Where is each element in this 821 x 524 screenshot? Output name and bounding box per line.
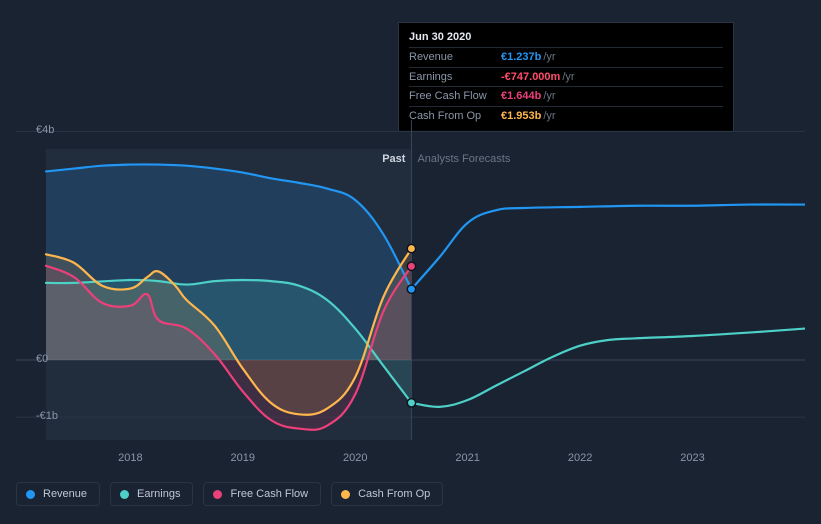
tooltip-row: Free Cash Flow €1.644b /yr — [409, 86, 723, 106]
y-axis-label: €4b — [36, 124, 54, 136]
legend-dot-icon — [341, 490, 350, 499]
legend-item-fcf[interactable]: Free Cash Flow — [203, 482, 321, 506]
legend-dot-icon — [120, 490, 129, 499]
x-axis-label: 2020 — [343, 452, 367, 464]
tooltip-date: Jun 30 2020 — [409, 29, 723, 47]
y-axis-label: €0 — [36, 353, 48, 365]
legend-label: Cash From Op — [358, 488, 430, 500]
x-axis-label: 2018 — [118, 452, 142, 464]
tooltip-row-label: Earnings — [409, 69, 501, 86]
financials-chart: Past Analysts Forecasts €4b€0-€1b2018201… — [16, 120, 805, 450]
tooltip-row-label: Revenue — [409, 49, 501, 66]
legend-label: Revenue — [43, 488, 87, 500]
x-axis-label: 2022 — [568, 452, 592, 464]
tooltip-row-value: €1.237b — [501, 49, 541, 66]
tooltip-row-value: -€747.000m — [501, 69, 560, 86]
tooltip-row-unit: /yr — [562, 69, 574, 86]
y-axis-label: -€1b — [36, 410, 58, 422]
tooltip-row-unit: /yr — [543, 88, 555, 105]
tooltip-row: Revenue €1.237b /yr — [409, 47, 723, 67]
x-axis-label: 2021 — [455, 452, 479, 464]
chart-tooltip: Jun 30 2020 Revenue €1.237b /yr Earnings… — [398, 22, 734, 132]
legend-dot-icon — [213, 490, 222, 499]
chart-legend: Revenue Earnings Free Cash Flow Cash Fro… — [16, 482, 443, 506]
tooltip-row-label: Free Cash Flow — [409, 88, 501, 105]
legend-label: Earnings — [137, 488, 180, 500]
x-axis-label: 2019 — [231, 452, 255, 464]
chart-svg — [16, 120, 805, 450]
legend-item-revenue[interactable]: Revenue — [16, 482, 100, 506]
legend-item-cfo[interactable]: Cash From Op — [331, 482, 443, 506]
legend-dot-icon — [26, 490, 35, 499]
legend-item-earnings[interactable]: Earnings — [110, 482, 193, 506]
tooltip-row: Earnings -€747.000m /yr — [409, 67, 723, 87]
x-axis-label: 2023 — [680, 452, 704, 464]
tooltip-row-value: €1.644b — [501, 88, 541, 105]
legend-label: Free Cash Flow — [230, 488, 308, 500]
tooltip-row-unit: /yr — [543, 49, 555, 66]
